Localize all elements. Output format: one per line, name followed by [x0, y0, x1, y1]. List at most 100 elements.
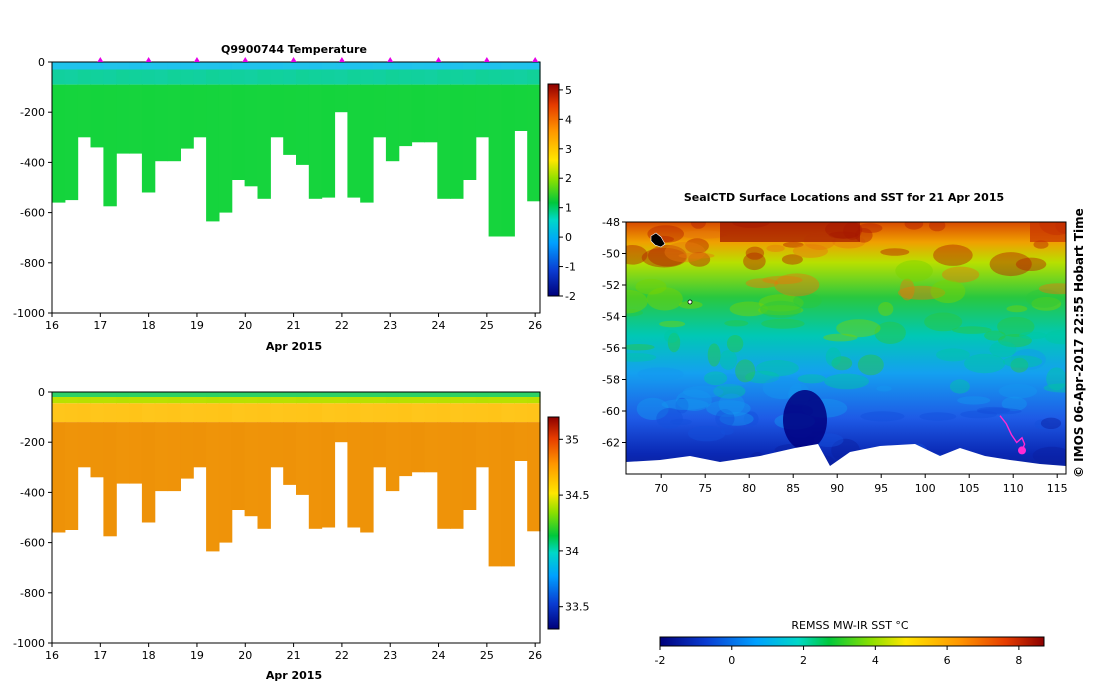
profile-column: [129, 392, 143, 397]
sst-warm-band: [1030, 222, 1066, 242]
sst-patch: [997, 316, 1035, 337]
profile-column: [527, 392, 541, 397]
sst-patch: [1031, 297, 1062, 311]
profile-column: [270, 422, 284, 468]
profile-column: [77, 69, 92, 85]
sst-colorbar-tick-label: -2: [655, 654, 666, 667]
profile-column: [270, 392, 284, 397]
profile-column: [488, 62, 502, 70]
profile-column: [334, 397, 348, 404]
profile-column: [398, 62, 413, 70]
profile-column: [488, 84, 502, 237]
profile-column: [373, 392, 387, 397]
map-x-tick-label: 75: [698, 482, 712, 495]
profile-column: [90, 422, 104, 478]
sst-patch: [761, 318, 805, 329]
sst-patch: [774, 273, 820, 297]
sst-patch: [1046, 367, 1066, 391]
profile-column: [527, 422, 541, 532]
sst-patch: [680, 230, 727, 239]
profile-column: [90, 392, 104, 397]
sst-patch: [1001, 396, 1027, 412]
colorbar-tick-label: 5: [565, 84, 572, 97]
profile-column: [527, 62, 541, 70]
profile-column: [321, 392, 336, 397]
profile-column: [167, 422, 181, 492]
sst-patch: [876, 385, 892, 392]
sst-map: SealCTD Surface Locations and SST for 21…: [602, 191, 1086, 667]
sst-patch: [659, 320, 686, 328]
profile-column: [116, 392, 130, 397]
sst-patch: [878, 302, 894, 316]
salinity-colorbar-ticks: 33.5 34 34.5 35: [559, 433, 590, 614]
sst-patch: [704, 371, 728, 386]
sst-patch: [860, 411, 905, 422]
profile-column: [462, 62, 477, 70]
sst-field: [626, 222, 1066, 474]
x-tick-label: 26: [528, 319, 542, 332]
profile-column: [231, 69, 246, 85]
profile-column: [411, 397, 425, 404]
profile-column: [411, 84, 425, 143]
profile-column: [206, 62, 220, 70]
profile-marker: [435, 57, 442, 62]
sst-patch: [964, 353, 1006, 374]
salinity-x-label: Apr 2015: [266, 669, 322, 682]
profile-column: [308, 69, 323, 85]
colorbar-tick-label: 2: [565, 172, 572, 185]
sst-patch: [919, 412, 957, 421]
sst-patch: [1038, 283, 1066, 295]
sst-patch: [797, 374, 826, 384]
profile-column: [514, 392, 528, 397]
x-tick-label: 17: [93, 649, 107, 662]
profile-column: [77, 422, 92, 468]
profile-column: [347, 69, 361, 85]
profile-column: [308, 392, 323, 397]
profile-column: [385, 397, 400, 404]
profile-column: [244, 397, 258, 404]
sst-patch: [836, 319, 881, 338]
profile-column: [347, 84, 361, 198]
profile-column: [206, 392, 220, 397]
salinity-section: 0 -200 -400 -600 -800 -1000 16 17 18 19 20 21 22 23 2…: [13, 386, 589, 682]
profile-column: [385, 69, 400, 85]
profile-column: [347, 403, 361, 423]
x-tick-label: 21: [287, 649, 301, 662]
sst-colorbar-tick-label: 8: [1015, 654, 1022, 667]
antarctic-ice-mask: [626, 444, 1066, 474]
profile-column: [257, 69, 271, 85]
salinity-colorbar: [547, 416, 560, 630]
x-tick-label: 16: [45, 649, 59, 662]
salinity-columns: [52, 392, 541, 567]
sst-patch: [676, 389, 712, 412]
sst-patch: [762, 275, 803, 285]
profile-column: [231, 62, 246, 70]
sst-patch: [678, 301, 703, 309]
profile-column: [244, 84, 258, 187]
map-y-ticks: -48 -50 -52 -54 -56 -58 -60 -62: [602, 216, 626, 450]
sst-patch: [1006, 305, 1028, 313]
profile-column: [116, 62, 130, 70]
sst-colorbar: [659, 636, 1045, 647]
profile-column: [90, 84, 104, 148]
sst-patch: [664, 329, 679, 343]
profile-column: [424, 392, 438, 397]
sst-patch: [626, 353, 657, 362]
colorbar-tick-label: 34.5: [565, 489, 590, 502]
profile-column: [283, 392, 297, 397]
x-tick-label: 19: [190, 649, 204, 662]
profile-marker: [193, 57, 200, 62]
profile-column: [514, 69, 528, 85]
map-y-tick-label: -54: [602, 311, 620, 324]
x-tick-label: 20: [238, 319, 252, 332]
sst-patch: [626, 344, 655, 351]
sst-patch: [929, 222, 946, 232]
sst-patch: [745, 370, 780, 384]
profile-column: [141, 397, 156, 404]
profile-column: [398, 69, 413, 85]
heard-island-icon: [650, 232, 666, 248]
sst-patch: [998, 384, 1038, 399]
sst-patch: [1002, 355, 1043, 368]
sst-patch: [989, 341, 1017, 358]
profile-column: [450, 84, 464, 199]
